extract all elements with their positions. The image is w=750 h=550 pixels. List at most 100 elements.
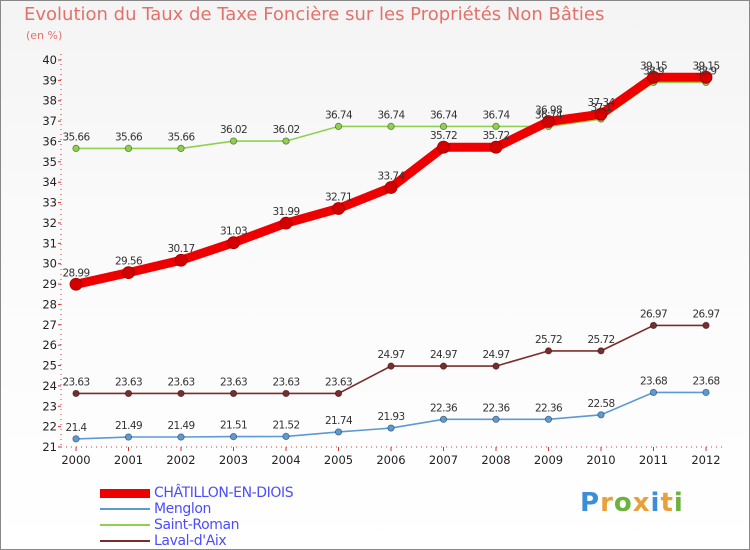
- series-point: [492, 415, 500, 423]
- y-tick-label: 30: [42, 257, 57, 271]
- series-point: [597, 347, 605, 355]
- series-point: [124, 144, 133, 152]
- unit-label: (en %): [26, 29, 63, 42]
- series-point: [279, 216, 293, 230]
- y-tick-label: 21: [42, 440, 57, 454]
- data-label: 23.63: [272, 376, 299, 388]
- series-0: [69, 70, 713, 291]
- x-tick-label: 2003: [219, 453, 248, 467]
- series-point: [702, 321, 710, 330]
- series-point: [384, 181, 398, 194]
- series-point: [594, 107, 608, 121]
- data-label: 36.98: [535, 105, 562, 117]
- data-label: 22.58: [587, 398, 614, 410]
- y-tick-label: 36: [42, 134, 57, 148]
- series-point: [282, 137, 290, 145]
- series-1: [72, 388, 710, 443]
- logo-letter: x: [632, 488, 651, 518]
- y-tick-label: 26: [42, 338, 57, 352]
- data-label: 23.63: [115, 376, 142, 388]
- y-tick-label: 37: [42, 114, 57, 128]
- data-label: 24.97: [430, 349, 457, 361]
- data-label: 36.02: [220, 124, 247, 136]
- x-tick-label: 2005: [324, 453, 353, 467]
- series-point: [387, 362, 395, 370]
- logo-letter: r: [600, 488, 614, 518]
- legend-swatch: [100, 488, 150, 498]
- series-point: [489, 140, 503, 154]
- data-label: 36.74: [535, 109, 563, 121]
- data-label: 21.93: [377, 411, 404, 423]
- data-label: 21.74: [325, 415, 353, 427]
- data-label: 37.1: [591, 102, 612, 114]
- data-label: 30.17: [167, 243, 194, 255]
- data-label: 23.68: [692, 375, 719, 387]
- y-tick-label: 24: [42, 379, 57, 393]
- x-tick-label: 2002: [166, 453, 195, 467]
- series-point: [72, 435, 80, 443]
- data-label: 38.9: [696, 65, 717, 77]
- x-tick-label: 2010: [586, 453, 615, 467]
- series-point: [439, 122, 448, 131]
- data-labels: 28.99 29.56 30.17 31.03 31.99 32.71 33.74 35.72…: [62, 60, 720, 434]
- legend-swatch: [100, 508, 150, 510]
- series-point: [544, 347, 553, 355]
- data-label: 28.99: [62, 267, 89, 279]
- series-point: [229, 389, 238, 398]
- chart-axes: 21 22 23 24 25 26 27 28 29 30 31 32 33 34 35 36 37 38 39 40…: [42, 53, 722, 467]
- data-label: 36.02: [272, 124, 299, 136]
- series-point: [492, 122, 500, 131]
- series-3: [72, 321, 710, 398]
- legend-label: CHÂTILLON-EN-DIOIS: [154, 485, 294, 501]
- data-label: 39.15: [640, 60, 667, 72]
- data-label: 35.72: [482, 130, 509, 142]
- data-label: 23.68: [640, 375, 667, 387]
- series-point: [597, 411, 605, 419]
- y-tick-label: 38: [42, 94, 57, 108]
- data-label: 24.97: [482, 349, 509, 361]
- series-point: [649, 321, 658, 330]
- series-point: [439, 415, 448, 423]
- x-tick-label: 2012: [691, 453, 720, 467]
- series-point: [492, 362, 500, 370]
- data-label: 29.56: [115, 256, 143, 268]
- proxiti-logo: Proxiti: [580, 488, 684, 518]
- series-point: [647, 70, 660, 84]
- series-point: [439, 362, 448, 370]
- data-label: 26.97: [640, 308, 667, 320]
- data-label: 38.9: [643, 65, 664, 77]
- series-point: [177, 389, 185, 398]
- series-point: [72, 389, 80, 398]
- x-tick-label: 2001: [114, 453, 143, 467]
- series-point: [437, 140, 450, 154]
- legend-swatch: [100, 540, 150, 542]
- data-label: 39.15: [692, 60, 719, 72]
- series-point: [649, 388, 658, 397]
- series-point: [334, 389, 343, 398]
- y-tick-label: 29: [42, 277, 57, 291]
- series-point: [699, 70, 713, 84]
- series-point: [229, 137, 238, 145]
- y-tick-label: 33: [42, 196, 57, 210]
- logo-letter: i: [650, 488, 661, 518]
- logo-letter: i: [673, 488, 684, 518]
- data-label: 35.66: [167, 131, 195, 143]
- series-point: [282, 389, 290, 398]
- data-label: 22.36: [482, 402, 510, 414]
- data-label: 22.36: [430, 402, 458, 414]
- series-point: [229, 433, 238, 441]
- x-tick-label: 2009: [534, 453, 563, 467]
- data-label: 21.49: [115, 420, 142, 432]
- series-point: [72, 144, 80, 152]
- y-tick-label: 34: [42, 175, 57, 189]
- data-label: 21.49: [167, 420, 194, 432]
- x-tick-label: 2011: [639, 453, 668, 467]
- data-label: 21.4: [66, 422, 88, 434]
- y-tick-label: 35: [42, 155, 57, 169]
- x-tick-label: 2006: [376, 453, 405, 467]
- y-tick-label: 25: [42, 359, 57, 373]
- data-label: 23.63: [62, 376, 89, 388]
- data-label: 32.71: [325, 191, 352, 203]
- data-label: 33.74: [377, 171, 405, 183]
